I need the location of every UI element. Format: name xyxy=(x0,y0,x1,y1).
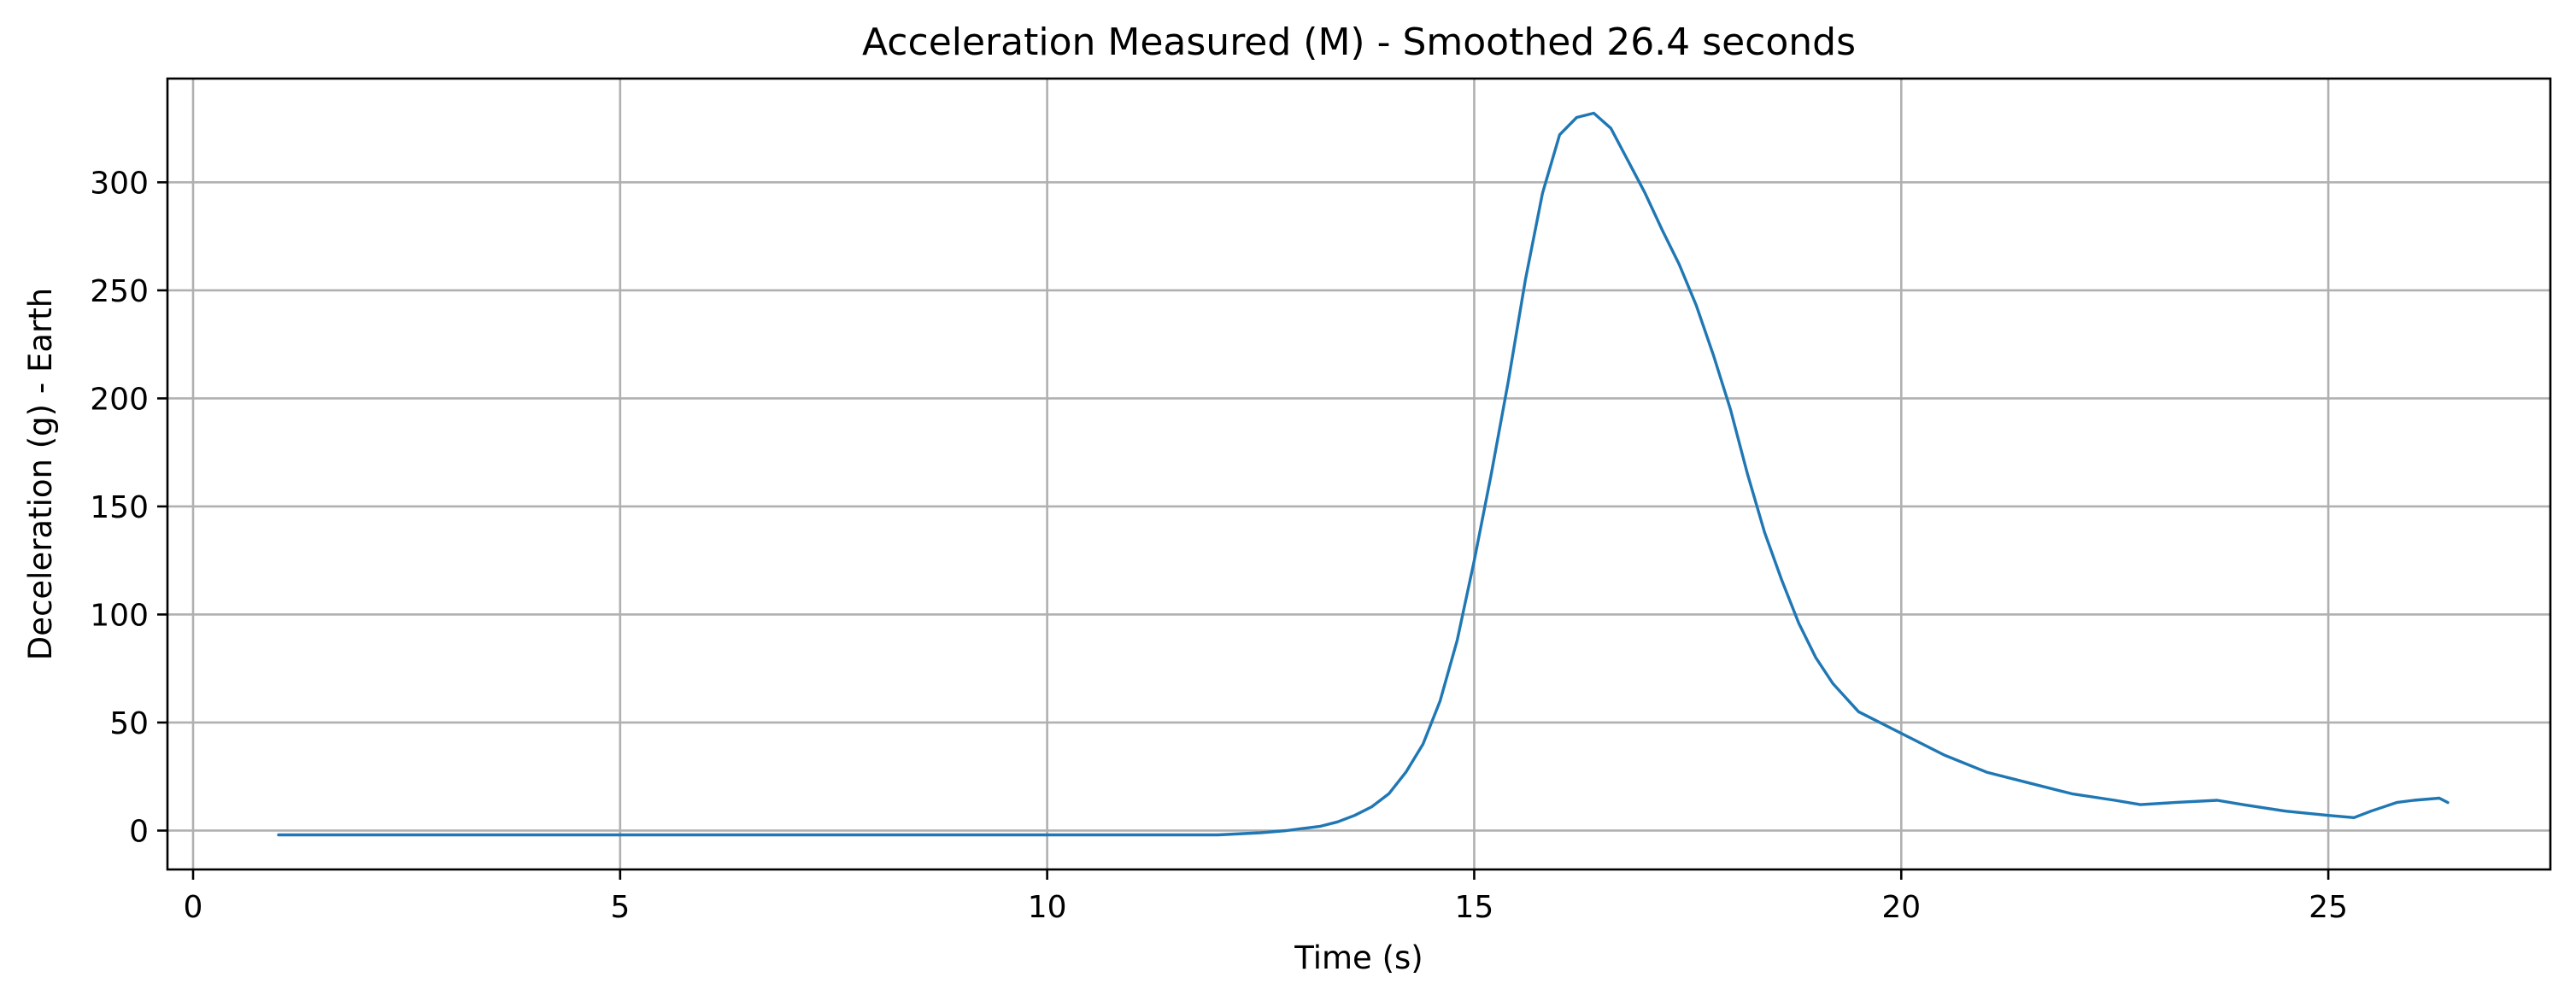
x-tick-label: 5 xyxy=(610,890,630,925)
plot-frame xyxy=(166,77,2552,871)
x-axis-label: Time (s) xyxy=(1294,940,1423,976)
x-axis: 0 5 10 15 20 25 xyxy=(184,869,2348,925)
x-tick-label: 25 xyxy=(2309,890,2348,925)
y-tick-label: 150 xyxy=(90,490,149,525)
series-line xyxy=(277,111,2450,837)
chart-title: Acceleration Measured (M) - Smoothed 26.… xyxy=(862,20,1856,64)
y-tick-label: 250 xyxy=(90,274,149,309)
x-tick-label: 15 xyxy=(1455,890,1494,925)
y-axis-label: Deceleration (g) - Earth xyxy=(22,288,59,660)
x-tick-label: 0 xyxy=(184,890,203,925)
y-tick-label: 100 xyxy=(90,598,149,633)
x-tick-label: 20 xyxy=(1881,890,1921,925)
grid xyxy=(167,79,2550,869)
y-tick-label: 50 xyxy=(109,706,149,741)
x-tick-label: 10 xyxy=(1028,890,1067,925)
y-axis: 0 50 100 150 200 250 300 xyxy=(90,166,167,849)
y-tick-label: 0 xyxy=(129,814,149,849)
y-tick-label: 300 xyxy=(90,166,149,201)
y-tick-label: 200 xyxy=(90,382,149,417)
series-layer xyxy=(277,111,2450,837)
